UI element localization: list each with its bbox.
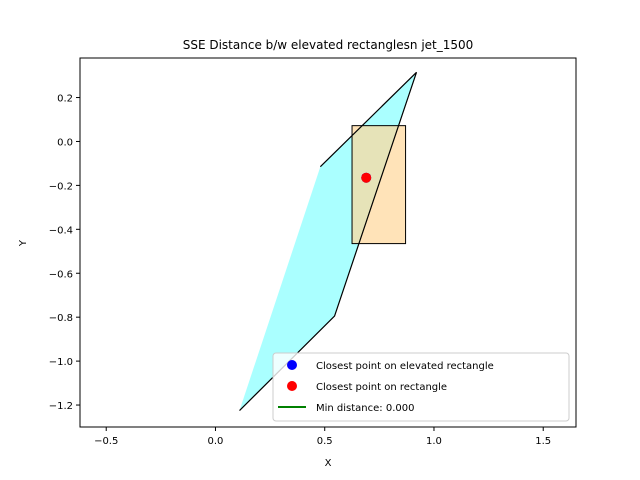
y-axis-label: Y — [18, 239, 29, 247]
axis-ticks: −0.5 0.0 0.5 1.0 1.5 −1.2 −1.0 −0.8 −0.6 −0.4 −0.2… — [49, 94, 551, 447]
y-tick-label: 0.2 — [57, 94, 73, 105]
x-tick-label: 0.0 — [208, 436, 224, 447]
legend-marker-rectangle — [287, 381, 297, 391]
x-tick-label: 1.0 — [426, 436, 442, 447]
axes-frame — [79, 57, 577, 428]
legend-label: Closest point on rectangle — [316, 382, 447, 393]
x-axis-label: X — [325, 458, 332, 469]
y-tick-label: −0.8 — [49, 313, 73, 324]
x-tick-label: 1.5 — [535, 436, 551, 447]
legend: Closest point on elevated rectangle Close… — [272, 352, 570, 422]
y-tick-label: −0.6 — [49, 269, 73, 280]
legend-marker-elevated-rectangle — [287, 360, 297, 370]
legend-label: Min distance: 0.000 — [316, 403, 414, 414]
y-tick-label: −1.0 — [49, 357, 73, 368]
chart-title: SSE Distance b/w elevated rectanglesn je… — [183, 38, 474, 52]
y-tick-label: −1.2 — [49, 401, 73, 412]
legend-label: Closest point on elevated rectangle — [316, 361, 494, 372]
closest-point-rectangle — [361, 172, 372, 183]
x-tick-label: −0.5 — [94, 436, 118, 447]
y-tick-label: −0.2 — [49, 181, 73, 192]
legend-box — [272, 352, 570, 422]
y-tick-label: 0.0 — [57, 137, 73, 148]
plot-area — [79, 57, 577, 428]
x-tick-label: 0.5 — [317, 436, 333, 447]
y-tick-label: −0.4 — [49, 225, 73, 236]
